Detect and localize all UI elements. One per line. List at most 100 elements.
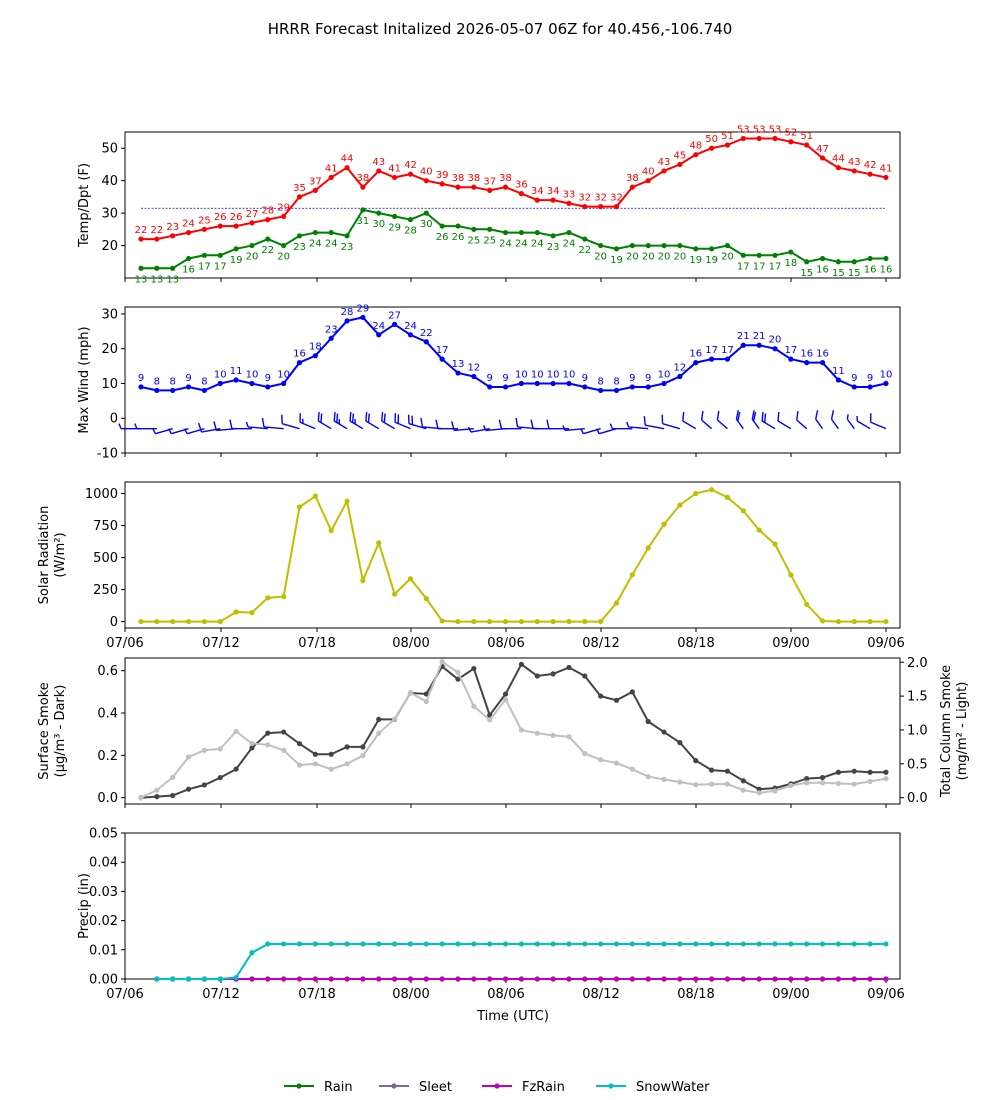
data-point xyxy=(772,541,778,547)
y-tick-label: 1000 xyxy=(85,487,118,502)
wind-barb-feather xyxy=(700,410,704,421)
data-point xyxy=(534,229,540,236)
wind-barb-feather xyxy=(752,412,757,422)
wind-barb xyxy=(229,419,252,430)
data-label: 20 xyxy=(658,252,671,263)
y-tick-label: 250 xyxy=(93,583,118,598)
data-label: 8 xyxy=(597,376,603,387)
data-label: 33 xyxy=(563,189,576,200)
data-point xyxy=(185,618,192,625)
data-point xyxy=(629,384,635,390)
wind-barb-feather xyxy=(562,425,566,431)
data-point xyxy=(233,609,239,615)
data-point xyxy=(566,380,572,387)
data-point xyxy=(376,941,382,947)
data-label: 20 xyxy=(594,252,607,263)
data-label: 9 xyxy=(582,373,588,384)
data-point xyxy=(550,941,556,947)
y-tick-label: 750 xyxy=(93,519,118,534)
wind-barb-shaft xyxy=(701,419,713,430)
data-point xyxy=(392,941,398,947)
data-point xyxy=(756,941,762,947)
data-point xyxy=(344,976,350,982)
data-point xyxy=(851,384,857,390)
y-axis-label-line: (μg/m³ - Dark) xyxy=(53,685,68,778)
data-point xyxy=(582,673,588,679)
x-tick-label: 08/06 xyxy=(487,987,524,1002)
data-point xyxy=(566,664,572,671)
wind-barb-feather xyxy=(761,411,764,422)
data-point xyxy=(819,618,826,624)
data-label: 39 xyxy=(436,170,449,181)
data-point xyxy=(693,758,699,764)
data-point xyxy=(724,494,731,500)
plot-frame xyxy=(124,481,901,629)
data-point xyxy=(677,779,683,785)
x-tick-label: 07/06 xyxy=(106,987,143,1002)
y-tick-label: 0.0 xyxy=(97,791,118,806)
data-label: 20 xyxy=(626,252,639,263)
data-label: 16 xyxy=(864,265,877,276)
y-axis-label-line: Temp/Dpt (F) xyxy=(77,163,92,248)
data-label: 29 xyxy=(388,222,401,233)
x-tick-label: 08/06 xyxy=(487,636,524,651)
data-label: 44 xyxy=(341,154,354,165)
y-tick-label: 30 xyxy=(101,307,118,322)
data-point xyxy=(392,321,398,327)
y-tick-label: 20 xyxy=(101,342,118,357)
wind-barb xyxy=(435,419,458,430)
data-point xyxy=(170,976,176,982)
wind-barb-feather xyxy=(336,413,339,423)
data-point xyxy=(138,384,144,390)
data-point xyxy=(819,941,826,947)
wind-barb xyxy=(761,411,776,430)
data-point xyxy=(233,728,239,734)
data-point xyxy=(360,184,366,190)
data-point xyxy=(835,769,842,775)
data-point xyxy=(360,314,366,321)
data-point xyxy=(249,976,255,982)
data-point xyxy=(867,778,873,784)
data-point xyxy=(724,781,731,787)
data-label: 21 xyxy=(753,331,766,342)
data-label: 11 xyxy=(230,366,243,377)
wind-barb-shaft xyxy=(628,426,649,430)
data-label: 23 xyxy=(341,242,354,253)
data-label: 21 xyxy=(737,331,750,342)
data-point xyxy=(281,976,287,982)
data-point xyxy=(629,766,635,772)
data-point xyxy=(534,618,540,625)
y-tick-label: 50 xyxy=(101,142,118,157)
wind-barb-shaft xyxy=(598,427,617,435)
data-point xyxy=(740,508,746,514)
data-point xyxy=(312,751,318,757)
data-point xyxy=(613,204,620,210)
legend-item-rain: Rain xyxy=(284,1080,353,1095)
wind-barb xyxy=(317,411,332,430)
figure-title: HRRR Forecast Initalized 2026-05-07 06Z … xyxy=(268,20,733,38)
data-point xyxy=(265,236,271,242)
data-label: 26 xyxy=(452,232,465,243)
data-label: 29 xyxy=(357,303,370,314)
data-point xyxy=(471,226,477,232)
series-3-1 xyxy=(138,487,889,625)
wind-barb-feather xyxy=(245,421,249,428)
x-tick-label: 08/12 xyxy=(582,636,619,651)
data-point xyxy=(518,941,525,947)
data-point xyxy=(344,761,350,767)
data-label: 22 xyxy=(261,245,274,256)
data-point xyxy=(344,498,350,504)
y-axis-label: Precip (in) xyxy=(77,873,92,939)
data-point xyxy=(835,259,842,265)
data-point xyxy=(360,753,366,759)
wind-barb-feather xyxy=(643,416,646,426)
data-point xyxy=(677,941,683,947)
series-line xyxy=(140,660,887,799)
data-point xyxy=(328,229,334,236)
y-tick-label: 10 xyxy=(101,377,118,392)
wind-barb-feather xyxy=(152,428,157,434)
data-point xyxy=(629,689,635,695)
data-point xyxy=(851,976,857,982)
data-point xyxy=(138,618,144,625)
data-label: 17 xyxy=(705,345,718,356)
